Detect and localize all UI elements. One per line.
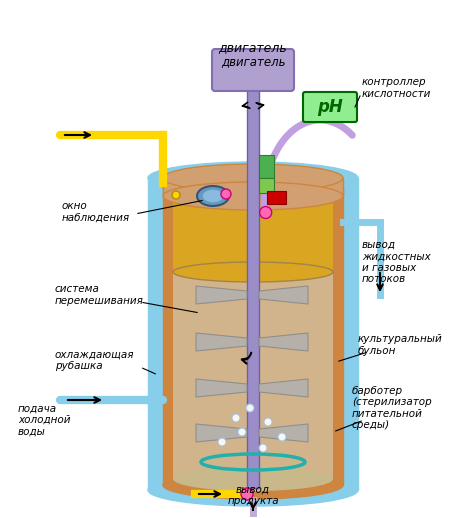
Polygon shape	[196, 379, 247, 397]
Circle shape	[259, 444, 267, 452]
Ellipse shape	[202, 189, 224, 203]
Circle shape	[241, 488, 253, 500]
Circle shape	[221, 189, 231, 199]
Text: контроллер
кислотности: контроллер кислотности	[362, 77, 431, 99]
Circle shape	[172, 191, 180, 199]
Polygon shape	[259, 178, 274, 193]
Circle shape	[238, 428, 246, 436]
Ellipse shape	[163, 164, 343, 192]
FancyBboxPatch shape	[212, 49, 294, 91]
Polygon shape	[196, 333, 247, 351]
Ellipse shape	[163, 182, 343, 210]
Circle shape	[278, 433, 286, 441]
Polygon shape	[173, 196, 333, 272]
Text: подача
холодной
воды: подача холодной воды	[18, 404, 71, 437]
Polygon shape	[259, 333, 308, 351]
Text: двигатель: двигатель	[219, 41, 287, 54]
Text: двигатель: двигатель	[221, 55, 285, 68]
Text: pH: pH	[317, 98, 343, 116]
Polygon shape	[259, 155, 274, 178]
Text: вывод
жидкостных
и газовых
потоков: вывод жидкостных и газовых потоков	[362, 240, 431, 284]
Polygon shape	[163, 188, 343, 485]
Polygon shape	[163, 178, 343, 196]
Polygon shape	[259, 286, 308, 304]
Polygon shape	[173, 196, 333, 479]
Circle shape	[232, 414, 240, 422]
Ellipse shape	[173, 184, 333, 208]
Polygon shape	[196, 286, 247, 304]
Ellipse shape	[163, 174, 343, 202]
Text: система
перемешивания: система перемешивания	[55, 284, 144, 306]
Polygon shape	[196, 424, 247, 442]
Polygon shape	[247, 55, 259, 488]
Ellipse shape	[173, 262, 333, 282]
Ellipse shape	[173, 467, 333, 491]
Circle shape	[218, 438, 226, 446]
Ellipse shape	[148, 162, 358, 194]
Polygon shape	[259, 379, 308, 397]
Ellipse shape	[163, 471, 343, 499]
Text: вывод
продукта: вывод продукта	[227, 484, 279, 506]
Text: охлаждающая
рубашка: охлаждающая рубашка	[55, 349, 135, 371]
Text: окно
наблюдения: окно наблюдения	[62, 201, 130, 223]
Ellipse shape	[197, 186, 229, 206]
Circle shape	[246, 404, 254, 412]
Text: культуральный
бульон: культуральный бульон	[358, 334, 443, 356]
Ellipse shape	[148, 474, 358, 506]
Polygon shape	[267, 191, 286, 204]
Circle shape	[260, 207, 272, 219]
Polygon shape	[259, 424, 308, 442]
Circle shape	[264, 418, 272, 426]
Text: барботер
(стерилизатор
питательной
среды): барботер (стерилизатор питательной среды…	[352, 385, 432, 430]
Polygon shape	[148, 178, 358, 490]
FancyBboxPatch shape	[303, 92, 357, 122]
